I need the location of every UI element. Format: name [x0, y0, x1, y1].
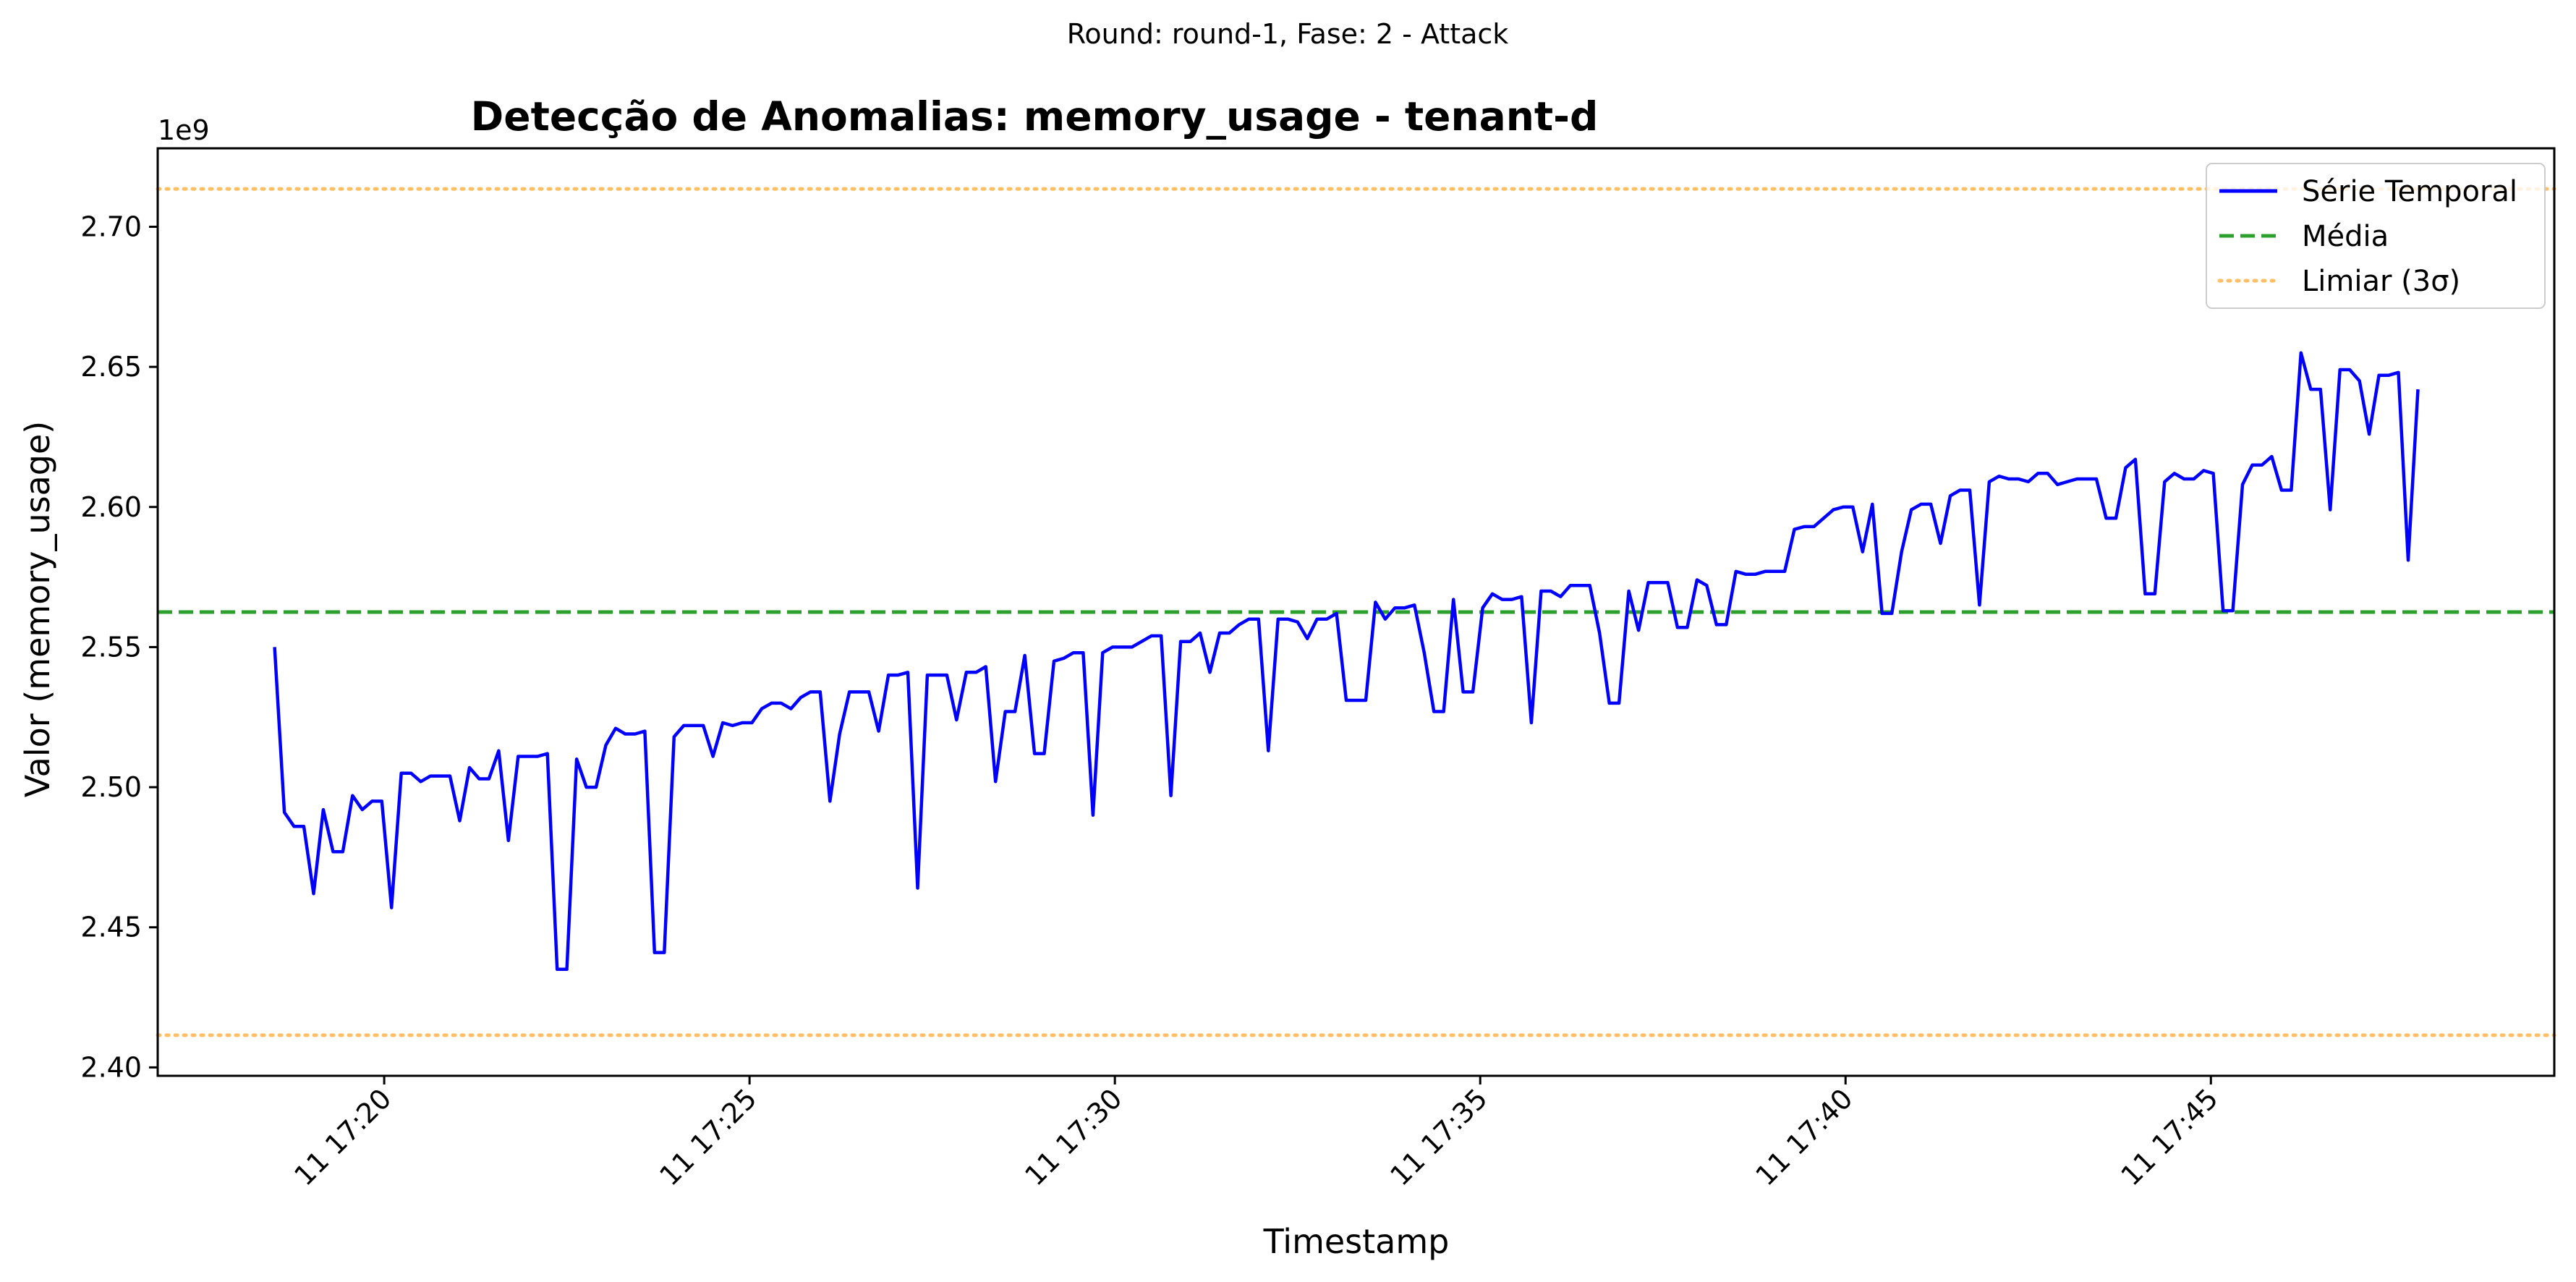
- legend: Série Temporal Média Limiar (3σ): [2206, 163, 2546, 309]
- y-tick-label: 2.70: [80, 211, 142, 242]
- y-axis: 2.40 2.45 2.50 2.55 2.60 2.65 2.70: [80, 211, 158, 1083]
- y-tick-label: 2.55: [80, 631, 142, 663]
- legend-label: Média: [2302, 220, 2389, 253]
- chart-title: Detecção de Anomalias: memory_usage - te…: [471, 93, 1599, 140]
- x-axis: 11 17:20 11 17:25 11 17:30 11 17:35 11 17:40…: [288, 1076, 2224, 1192]
- y-tick-label: 2.60: [80, 491, 142, 523]
- y-tick-label: 2.50: [80, 771, 142, 803]
- y-tick-label: 2.65: [80, 351, 142, 383]
- y-tick-label: 2.45: [80, 912, 142, 943]
- x-axis-label: Timestamp: [1263, 1222, 1450, 1261]
- x-tick-label: 11 17:25: [653, 1082, 762, 1192]
- y-offset-label: 1e9: [158, 114, 210, 146]
- x-tick-label: 11 17:20: [288, 1082, 397, 1192]
- threshold-lines: [156, 187, 2556, 1037]
- legend-label: Série Temporal: [2302, 175, 2517, 208]
- legend-label: Limiar (3σ): [2302, 265, 2460, 298]
- x-tick-label: 11 17:45: [2114, 1082, 2224, 1192]
- chart-suptitle: Round: round-1, Fase: 2 - Attack: [1067, 18, 1509, 50]
- legend-box: [2206, 163, 2546, 309]
- x-tick-label: 11 17:35: [1384, 1082, 1493, 1192]
- x-tick-label: 11 17:30: [1019, 1082, 1128, 1192]
- x-tick-label: 11 17:40: [1749, 1082, 1858, 1192]
- y-axis-label: Valor (memory_usage): [18, 421, 57, 797]
- series-line: [273, 351, 2420, 972]
- y-tick-label: 2.40: [80, 1051, 142, 1083]
- plot-frame: [156, 147, 2556, 1077]
